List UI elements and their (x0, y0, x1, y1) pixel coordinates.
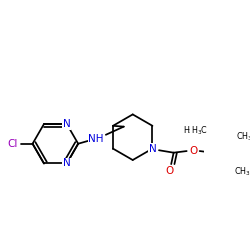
Text: N: N (148, 144, 156, 154)
Text: Cl: Cl (7, 139, 18, 149)
Text: N: N (63, 158, 71, 168)
Text: O: O (166, 166, 174, 175)
Text: H₃C: H₃C (183, 126, 198, 135)
Text: CH$_3$: CH$_3$ (234, 166, 250, 178)
Text: NH: NH (88, 134, 104, 144)
Text: H$_3$C: H$_3$C (191, 124, 208, 137)
Text: CH$_3$: CH$_3$ (236, 130, 250, 143)
Text: N: N (63, 119, 71, 129)
Text: O: O (189, 146, 197, 156)
